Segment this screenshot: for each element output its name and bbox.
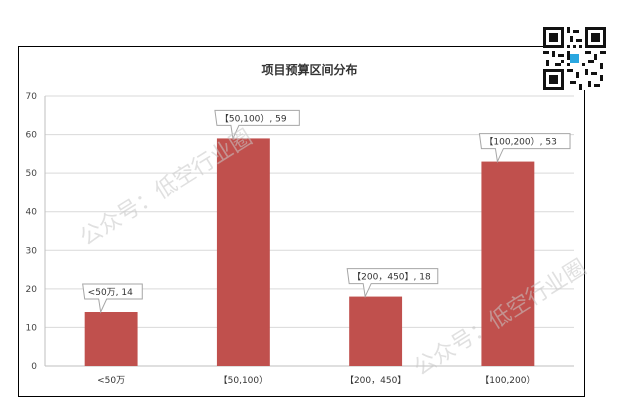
chart-frame: 项目预算区间分布 0 10 20 30 40 50 60 70 <50万 <50万, 14 【50,1… (18, 46, 585, 397)
y-tick-label: 20 (26, 285, 38, 295)
x-tick-label: <50万 (97, 376, 125, 386)
data-label-callout (214, 109, 300, 141)
bar (349, 296, 403, 366)
data-label: 【100,200）, 53 (484, 137, 556, 148)
x-tick-label: 【200，450】 (345, 375, 406, 386)
data-label-callout (82, 283, 143, 314)
x-tick-label: 【100,200） (480, 375, 535, 386)
bar (216, 138, 270, 366)
y-tick-label: 70 (26, 92, 38, 102)
bar (84, 312, 138, 366)
y-tick-label: 50 (26, 169, 38, 179)
chart-title: 项目预算区间分布 (261, 62, 357, 77)
data-label: 【50,100）, 59 (220, 113, 287, 124)
data-label-callout (478, 133, 571, 164)
y-tick-label: 60 (26, 131, 38, 141)
y-tick-label: 0 (31, 362, 37, 372)
qr-code-icon (543, 27, 606, 90)
bar-chart: 项目预算区间分布 0 10 20 30 40 50 60 70 <50万 <50万, 14 【50,1… (26, 62, 574, 386)
y-tick-label: 30 (26, 246, 38, 256)
bar (481, 161, 535, 366)
data-label: <50万, 14 (88, 288, 133, 298)
y-tick-label: 10 (26, 323, 38, 333)
y-tick-label: 40 (26, 208, 38, 218)
data-label-callout (346, 268, 439, 299)
data-label: 【200，450】, 18 (352, 272, 431, 283)
x-tick-label: 【50,100） (219, 375, 269, 386)
